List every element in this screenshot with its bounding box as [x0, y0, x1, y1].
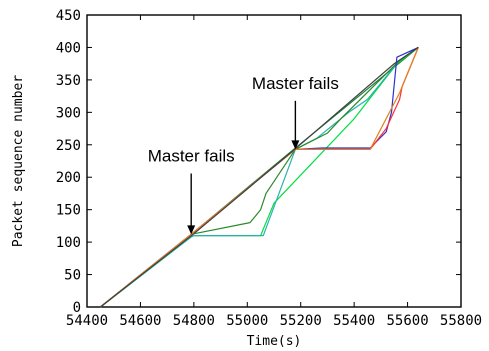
y-tick-label: 450 [56, 8, 81, 24]
y-tick-label: 50 [64, 268, 81, 284]
x-tick-label: 55000 [226, 313, 268, 329]
annotation-label: Master fails [252, 74, 339, 93]
x-tick-label: 54600 [119, 313, 161, 329]
plot-frame [86, 14, 462, 308]
y-tick-label: 200 [56, 170, 81, 186]
x-tick-group: 54400 54600 54800 55000 55200 55400 55600 55800 [66, 15, 482, 329]
y-tick-label: 400 [56, 40, 81, 56]
y-tick-label: 250 [56, 138, 81, 154]
x-tick-label: 54800 [173, 313, 215, 329]
y-tick-label: 0 [73, 300, 81, 316]
annotation-arrow-head [187, 225, 196, 235]
y-tick-label: 350 [56, 73, 81, 89]
x-tick-label: 55600 [386, 313, 428, 329]
annotation-label: Master fails [148, 146, 235, 165]
x-tick-label: 55200 [280, 313, 322, 329]
annotation-arrow-head [291, 140, 300, 150]
y-tick-label: 150 [56, 203, 81, 219]
x-tick-label: 54400 [66, 313, 108, 329]
x-tick-label: 55400 [333, 313, 375, 329]
y-axis-label: Packet sequence number [11, 75, 26, 247]
x-tick-label: 55800 [440, 313, 482, 329]
y-tick-label: 300 [56, 105, 81, 121]
annotation-group: Master fails Master fails [148, 74, 339, 235]
series-line-7 [100, 47, 419, 308]
series-line-4 [100, 46, 419, 308]
y-tick-label: 100 [56, 235, 81, 251]
y-tick-group: 0 50 100 150 200 250 300 350 400 450 [56, 8, 461, 316]
x-axis-label: Time(s) [247, 334, 302, 349]
